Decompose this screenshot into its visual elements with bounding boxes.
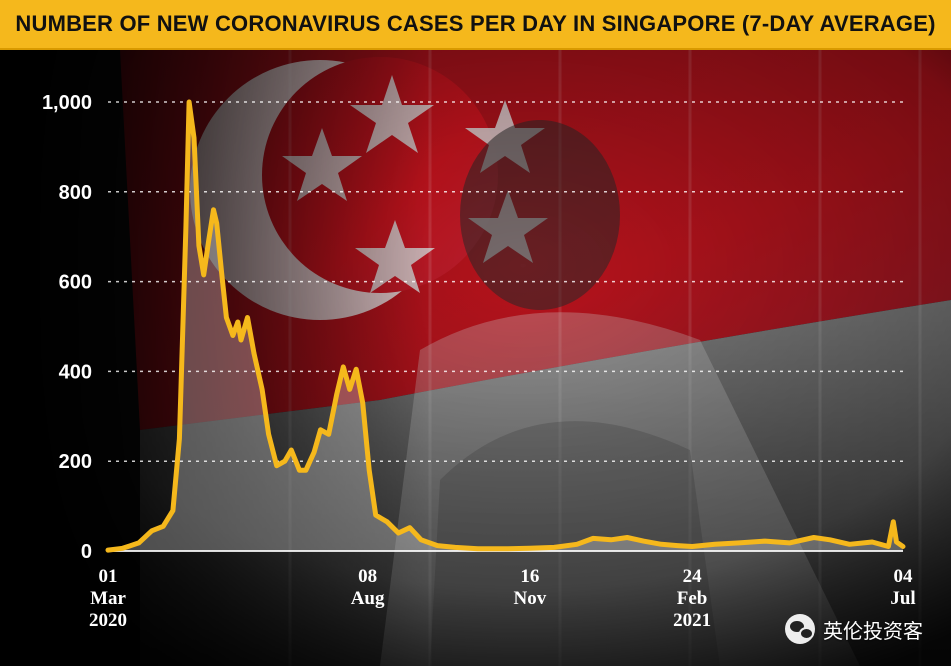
watermark: 英伦投资客 [785,614,923,644]
watermark-text: 英伦投资客 [823,618,923,643]
x-tick-label: 24 [683,566,703,587]
wechat-icon [785,614,815,644]
y-tick-label: 600 [59,272,92,294]
singapore-flag-photo-backdrop [0,50,951,666]
x-tick-label: Feb [677,588,708,609]
y-tick-label: 400 [59,361,92,383]
x-tick-label: Nov [513,588,546,609]
y-tick-label: 200 [59,451,92,473]
y-tick-label: 1,000 [42,92,92,114]
y-tick-label: 800 [59,182,92,204]
x-tick-label: 08 [358,566,377,587]
x-tick-label: Jul [890,588,915,609]
series-area [108,102,903,551]
x-tick-label: 04 [894,566,914,587]
y-tick-label: 0 [81,541,92,563]
x-tick-label: Aug [351,588,385,609]
area-fill [108,102,903,551]
x-tick-label: 2021 [673,610,711,631]
chart-title: NUMBER OF NEW CORONAVIRUS CASES PER DAY … [15,11,936,36]
background-photo [0,50,951,666]
series-line [105,99,906,553]
title-bar: NUMBER OF NEW CORONAVIRUS CASES PER DAY … [0,0,951,50]
series-line-group [105,99,906,553]
x-tick-label: 01 [99,566,118,587]
x-tick-label: 16 [520,566,539,587]
x-tick-label: 2020 [89,610,127,631]
y-axis-ticks: 0 200 400 600 800 1,000 [42,92,92,563]
x-tick-label: Mar [90,588,126,609]
